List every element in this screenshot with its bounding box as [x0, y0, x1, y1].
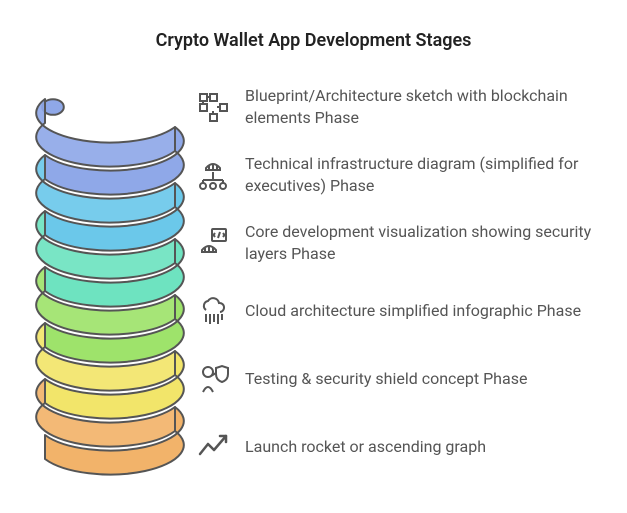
stage-label: Testing & security shield concept Phase [245, 368, 597, 390]
stage-row: Technical infrastructure diagram (simpli… [195, 147, 597, 203]
stage-row: Testing & security shield concept Phase [195, 351, 597, 407]
cloud-icon [195, 293, 231, 329]
spiral-helix [25, 71, 195, 495]
testing-icon [195, 361, 231, 397]
launch-icon [195, 429, 231, 465]
infra-icon [195, 157, 231, 193]
stage-label: Cloud architecture simplified infographi… [245, 300, 597, 322]
page-title: Crypto Wallet App Development Stages [0, 0, 627, 51]
content-row: Blueprint/Architecture sketch with block… [0, 51, 627, 495]
stage-row: Blueprint/Architecture sketch with block… [195, 79, 597, 135]
stage-row: Core development visualization showing s… [195, 215, 597, 271]
stage-row: Launch rocket or ascending graph [195, 419, 597, 475]
stage-label: Blueprint/Architecture sketch with block… [245, 85, 597, 128]
stage-row: Cloud architecture simplified infographi… [195, 283, 597, 339]
dev-icon [195, 225, 231, 261]
blueprint-icon [195, 89, 231, 125]
stage-label: Core development visualization showing s… [245, 221, 597, 264]
stage-label: Launch rocket or ascending graph [245, 436, 597, 458]
stages-list: Blueprint/Architecture sketch with block… [195, 71, 597, 495]
stage-label: Technical infrastructure diagram (simpli… [245, 153, 597, 196]
